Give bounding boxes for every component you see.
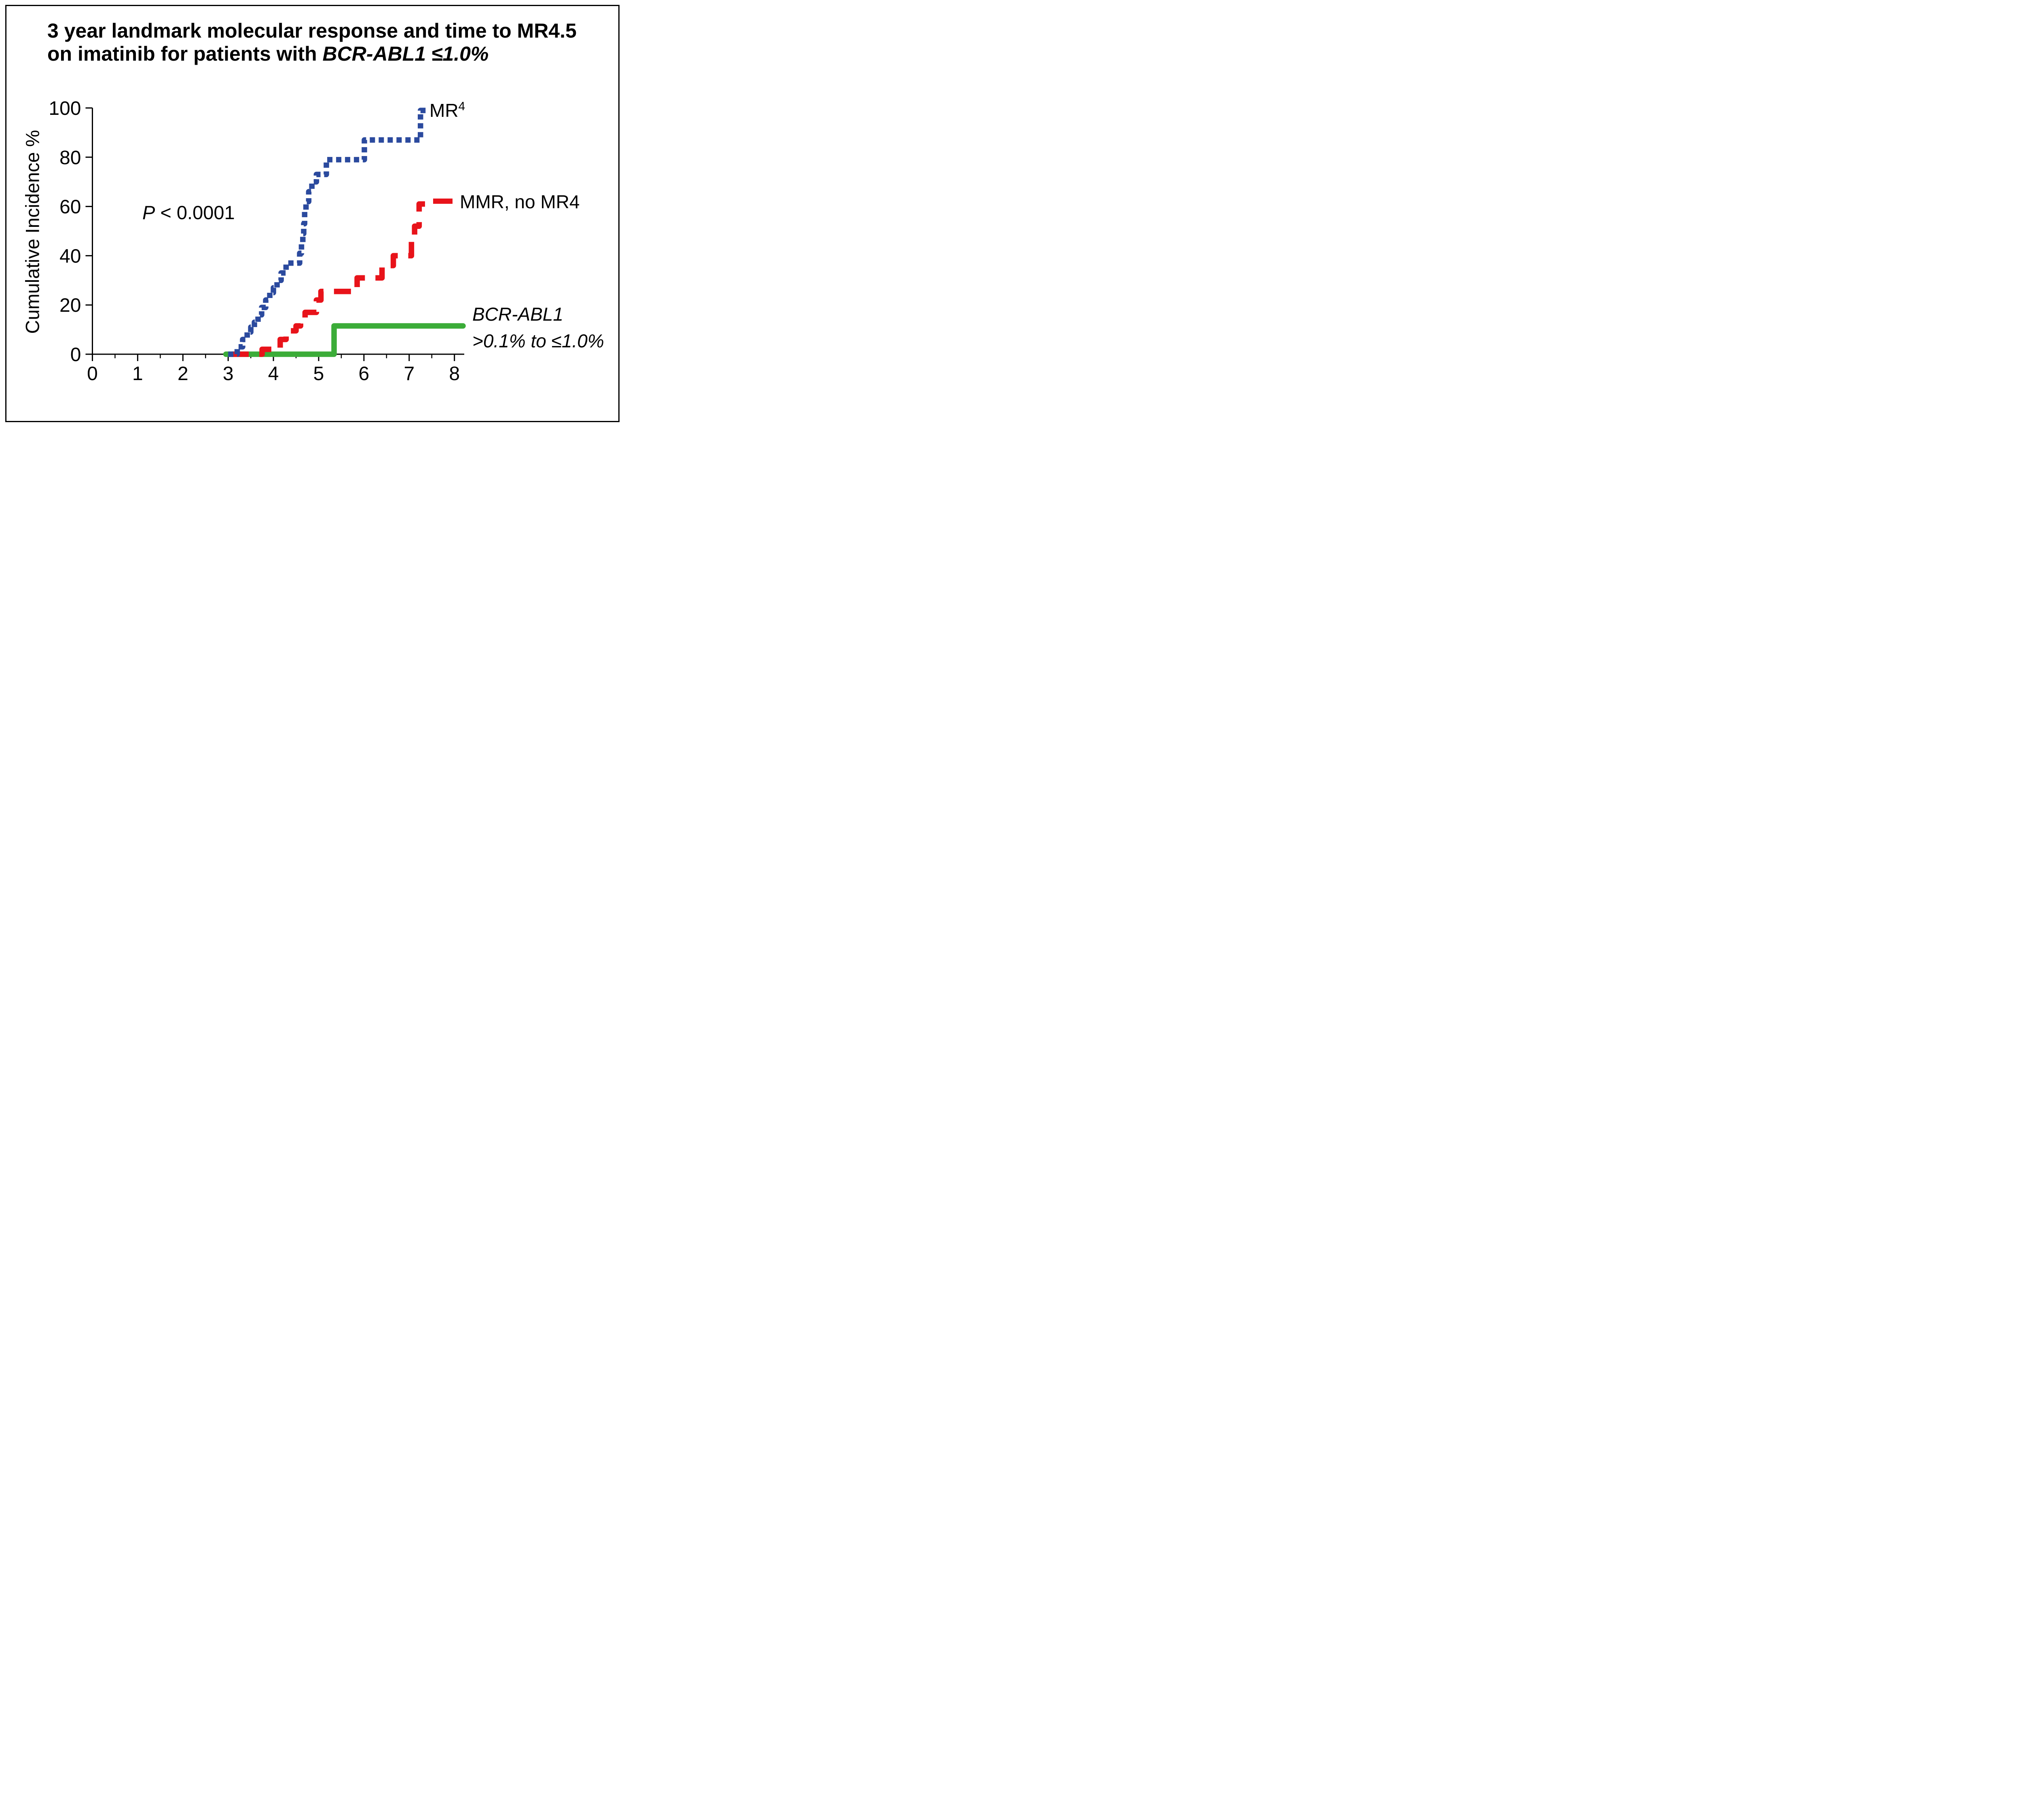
- legend-bcr-line2: >0.1% to ≤1.0%: [472, 330, 604, 351]
- curve-bcr-abl1-0-1-to-1-0-: [223, 323, 466, 357]
- chart-title-gene: BCR-ABL1 ≤1.0%: [322, 42, 489, 65]
- mmr-dash-swatch: [433, 199, 453, 204]
- y-tick-label: 80: [59, 147, 81, 169]
- x-tick-label: 2: [178, 363, 188, 385]
- figure-border-frame: [5, 5, 620, 422]
- legend-label-mmr: MMR, no MR4: [460, 191, 580, 212]
- x-tick-label: 4: [268, 363, 279, 385]
- legend-bcr-line1: BCR-ABL1: [472, 304, 563, 325]
- chart-plot-area: 0 20 40 60 80 100 0 1 2 3 4 5 6 7 8: [49, 98, 466, 385]
- x-tick-label: 0: [87, 363, 98, 385]
- x-tick-label: 1: [132, 363, 143, 385]
- legend-label-mr4: MR4: [429, 99, 465, 121]
- y-tick-label: 40: [59, 245, 81, 267]
- figure-page: 3 year landmark molecular response and t…: [0, 0, 625, 427]
- y-tick-label: 100: [49, 98, 81, 119]
- x-tick-label: 6: [359, 363, 370, 385]
- legend-label-bcr-abl1: BCR-ABL1 >0.1% to ≤1.0%: [472, 301, 604, 354]
- legend-dash-sample-mmr: [433, 199, 453, 204]
- y-tick-label: 20: [59, 295, 81, 316]
- x-tick-label: 5: [313, 363, 324, 385]
- x-tick-label: 3: [223, 363, 234, 385]
- x-tick-label: 8: [449, 363, 460, 385]
- mr4-superscript: 4: [458, 99, 465, 113]
- chart-title-line1: 3 year landmark molecular response and t…: [47, 19, 577, 42]
- curve-mmr-no-mr4: [232, 201, 425, 357]
- curve-mr4: [228, 108, 427, 357]
- chart-title-line2: on imatinib for patients with BCR-ABL1 ≤…: [47, 42, 489, 65]
- y-tick-label: 0: [70, 344, 81, 366]
- p-value-annotation: P < 0.0001: [142, 202, 235, 223]
- x-tick-label: 7: [404, 363, 415, 385]
- y-tick-label: 60: [59, 197, 81, 218]
- chart-title: 3 year landmark molecular response and t…: [47, 19, 577, 66]
